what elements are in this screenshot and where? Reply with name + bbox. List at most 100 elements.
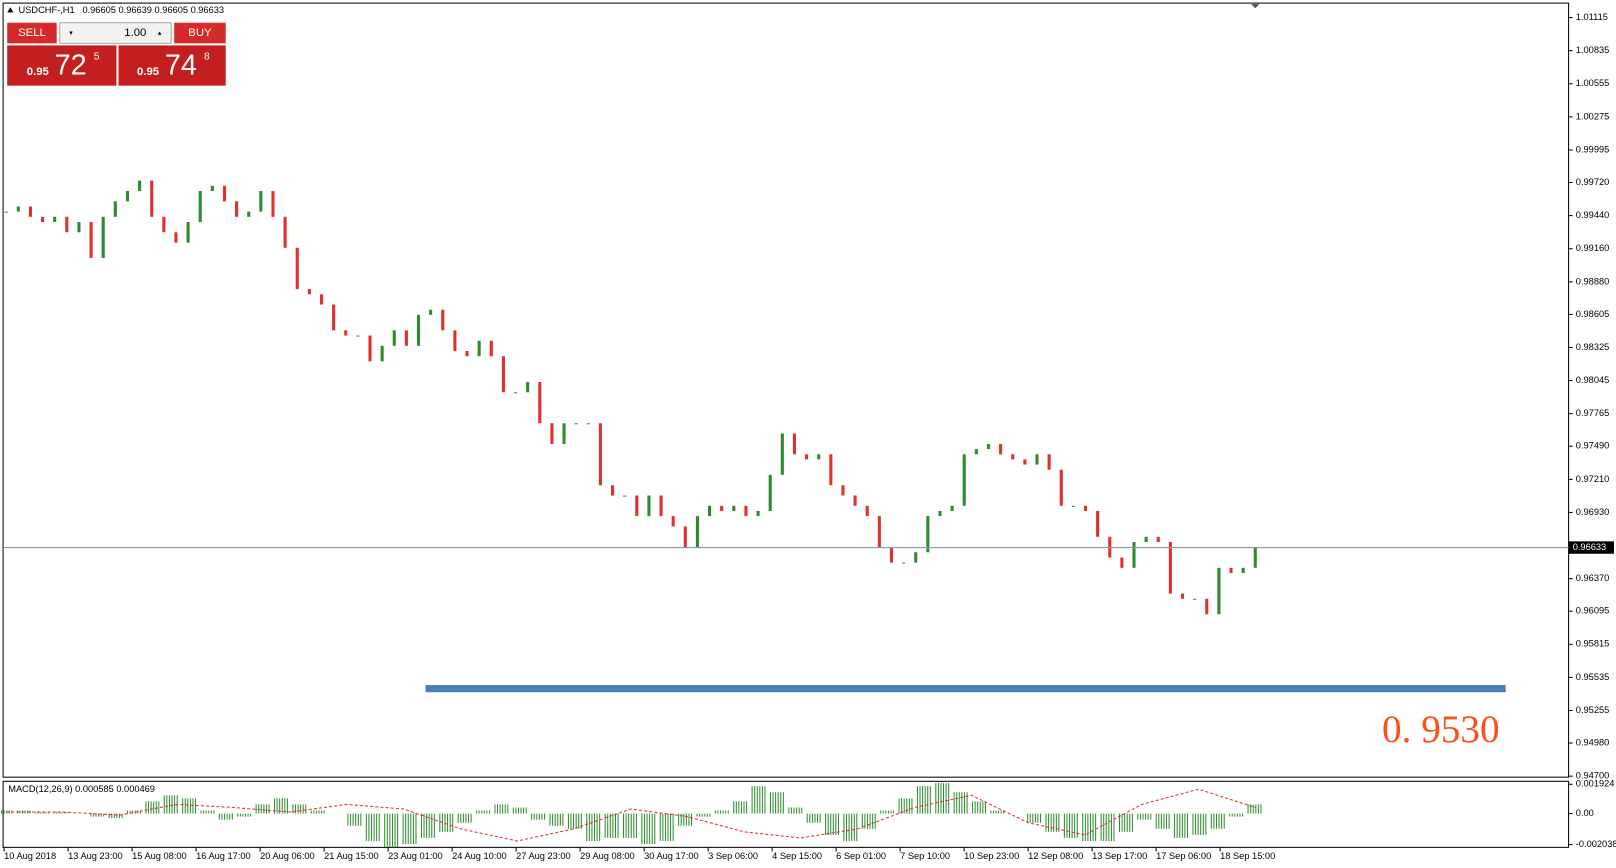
candle [720, 505, 724, 512]
y-tick-label: 0.95535 [1576, 672, 1609, 682]
candle [623, 495, 627, 497]
candle [113, 201, 117, 217]
candle [429, 309, 433, 315]
buy-button[interactable] [174, 22, 226, 44]
candle [356, 335, 360, 337]
candle [586, 423, 590, 425]
y-tick-label: 1.00275 [1576, 111, 1609, 121]
sell-big: 0.95 [27, 66, 49, 78]
buy-main: 74 [165, 50, 197, 82]
y-tick-label: 0.98880 [1576, 276, 1609, 286]
candle [368, 335, 372, 362]
x-tick-label: 20 Aug 06:00 [260, 851, 315, 861]
candle [598, 423, 602, 486]
sell-button[interactable] [7, 22, 57, 44]
candle [817, 454, 821, 460]
candle [1241, 567, 1245, 573]
lot-down[interactable]: ▾ [69, 28, 73, 37]
trade-panel: SELL ▾ ▴ 1.00 BUY 0.95 72 5 0.95 74 8 [7, 22, 226, 86]
candle [1253, 547, 1257, 568]
y-tick-label: 0.96930 [1576, 507, 1609, 517]
candle [283, 216, 287, 248]
macd-y-tick-label: 0.00 [1576, 808, 1594, 818]
lot-input[interactable] [59, 22, 172, 44]
candle [344, 330, 348, 336]
x-tick-label: 12 Sep 08:00 [1028, 851, 1083, 861]
candle [671, 516, 675, 527]
candle [150, 180, 154, 217]
x-tick-label: 15 Aug 08:00 [132, 851, 187, 861]
candle [198, 191, 202, 223]
candle [574, 423, 578, 425]
candle [138, 180, 142, 192]
candle [865, 505, 869, 517]
y-tick-label: 0.96370 [1576, 573, 1609, 583]
candle [1144, 536, 1148, 543]
sell-sup: 5 [94, 51, 100, 62]
sell-price-box[interactable] [7, 45, 117, 86]
x-tick-label: 10 Sep 23:00 [964, 851, 1019, 861]
x-tick-label: 29 Aug 08:00 [580, 851, 635, 861]
candle [841, 485, 845, 496]
candle [926, 516, 930, 553]
macd-pane [2, 780, 1570, 848]
candle [53, 216, 57, 223]
candle [441, 309, 445, 331]
candle [550, 423, 554, 444]
buy-label: BUY [188, 27, 212, 39]
candle [235, 201, 239, 217]
candle [962, 454, 966, 506]
candle [1083, 505, 1088, 512]
x-tick-label: 7 Sep 10:00 [900, 851, 950, 861]
buy-price-box[interactable] [118, 45, 226, 86]
candle [1205, 598, 1209, 615]
candle [526, 382, 530, 393]
buy-big: 0.95 [137, 66, 159, 78]
candle [780, 433, 784, 475]
candle [914, 552, 918, 563]
candle [1132, 542, 1136, 568]
candle [756, 511, 760, 517]
candle [889, 547, 894, 563]
candle [513, 392, 518, 394]
y-tick-label: 0.95815 [1576, 639, 1609, 649]
candle [647, 495, 651, 517]
x-tick-label: 13 Aug 23:00 [68, 851, 123, 861]
candle [1011, 454, 1015, 460]
candle [392, 330, 396, 346]
candle [695, 516, 699, 548]
candle [708, 505, 712, 517]
candle [65, 216, 69, 233]
candle [902, 562, 906, 564]
candle [659, 495, 663, 517]
candle [974, 449, 978, 455]
x-tick-label: 13 Sep 17:00 [1092, 851, 1147, 861]
y-tick-label: 0.97765 [1576, 408, 1609, 418]
candle [247, 211, 251, 217]
candle [404, 330, 408, 346]
shift-marker [1251, 4, 1260, 9]
candle [683, 526, 687, 548]
current-price-label: 0.96633 [1573, 542, 1606, 552]
candle [501, 356, 505, 393]
x-tick-label: 23 Aug 01:00 [388, 851, 443, 861]
candle [877, 516, 881, 548]
candle [1071, 505, 1075, 507]
candle [853, 495, 857, 506]
candle [319, 294, 324, 305]
y-tick-label: 0.98605 [1576, 309, 1609, 319]
candle [744, 505, 748, 517]
x-tick-label: 4 Sep 15:00 [772, 851, 822, 861]
x-tick-label: 6 Sep 01:00 [836, 851, 886, 861]
candle [295, 247, 299, 290]
candle [332, 304, 336, 331]
candle [162, 216, 166, 233]
y-tick-label: 0.99720 [1576, 177, 1609, 187]
candle [805, 454, 809, 460]
lot-up[interactable]: ▴ [158, 28, 162, 37]
candle [125, 191, 130, 202]
candle [28, 206, 32, 217]
header-arrow [7, 7, 14, 13]
chart-header: USDCHF-,H1 [19, 5, 75, 15]
